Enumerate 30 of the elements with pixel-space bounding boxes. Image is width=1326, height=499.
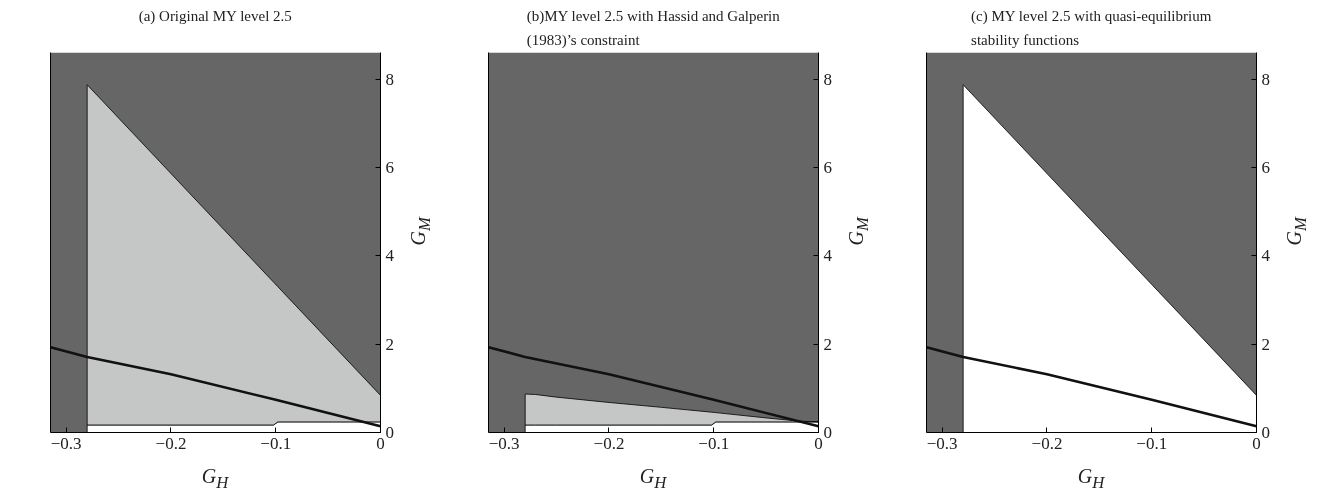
- x-axis-title: G$_{H}$: [1077, 465, 1105, 492]
- x-tick-label: −0.2: [1031, 433, 1063, 453]
- x-tick-label: −0.1: [698, 433, 730, 453]
- chart-title: (a) Original MY level 2.5: [138, 7, 292, 25]
- chart-title: (c) MY level 2.5 with quasi-equilibrium stability functions: [971, 7, 1212, 48]
- x-tick-label: −0.2: [155, 433, 187, 453]
- x-axis-title: G$_{H}$: [201, 465, 229, 492]
- line-series: [926, 345, 1257, 428]
- y-tick-label: 4: [385, 246, 395, 266]
- y-tick-label: 4: [1261, 246, 1271, 266]
- line-series: [50, 345, 381, 428]
- x-tick-label: −0.3: [488, 433, 520, 453]
- x-tick-label: −0.1: [1136, 433, 1168, 453]
- y-tick-label: 2: [1261, 334, 1270, 354]
- y-tick-label: 8: [385, 69, 394, 89]
- y-tick-label: 2: [823, 334, 832, 354]
- x-tick-label: −0.2: [593, 433, 625, 453]
- x-tick-label: −0.1: [260, 433, 292, 453]
- x-axis-title: G$_{H}$: [639, 465, 667, 492]
- y-tick-label: 6: [385, 157, 394, 177]
- line-series: [488, 345, 819, 428]
- x-tick-label: −0.3: [926, 433, 958, 453]
- y-tick-label: 8: [823, 69, 832, 89]
- y-tick-label: 8: [1261, 69, 1270, 89]
- x-tick-label: −0.3: [50, 433, 82, 453]
- chart-title: (b)MY level 2.5 with Hassid and Galperin (1983)’s constraint: [526, 7, 781, 49]
- y-tick-label: 6: [823, 157, 832, 177]
- y-tick-label: 2: [385, 334, 394, 354]
- y-tick-label: 6: [1261, 157, 1270, 177]
- y-tick-label: 4: [823, 246, 833, 266]
